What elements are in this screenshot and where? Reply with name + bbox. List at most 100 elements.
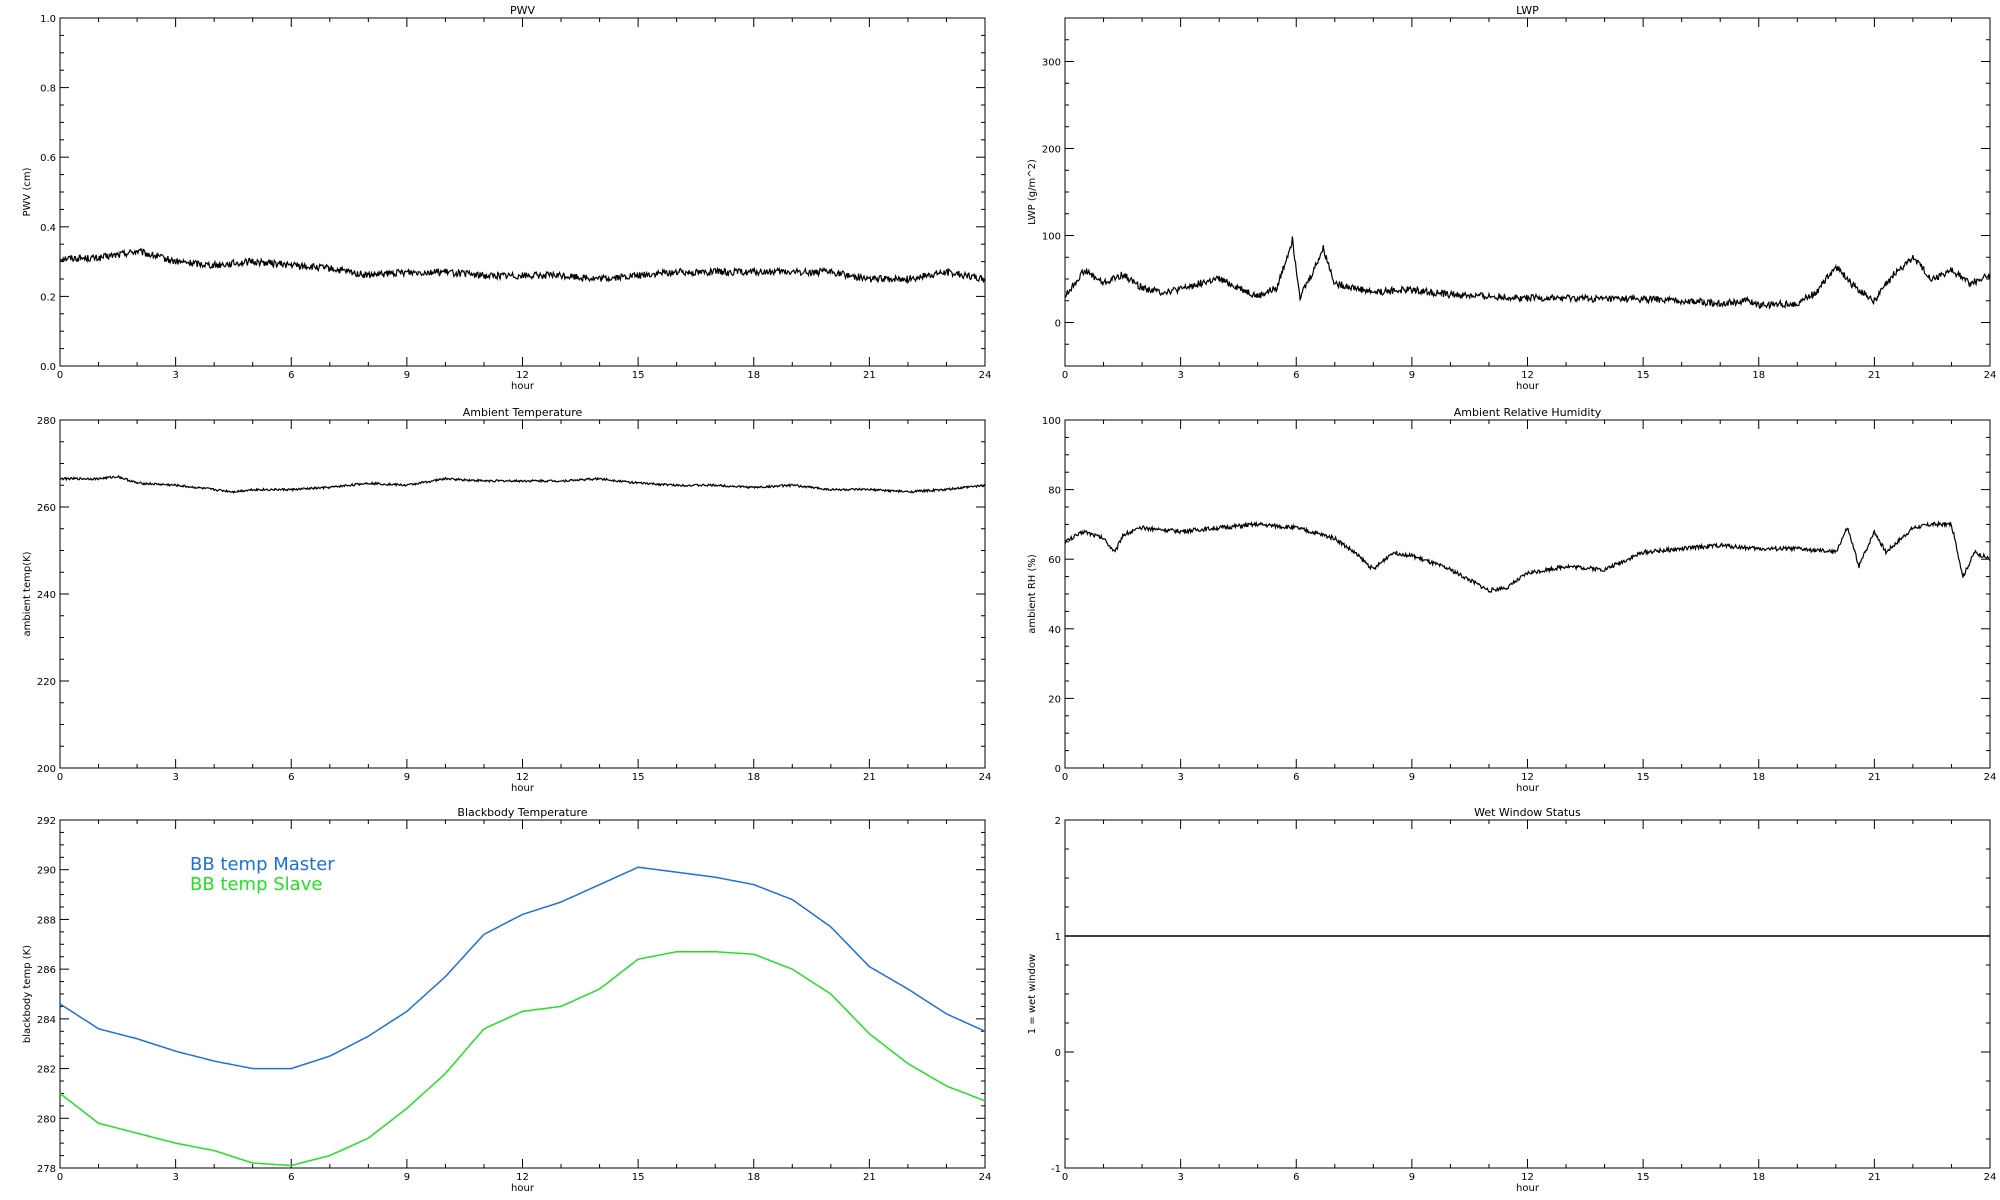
series-line-1	[59, 474, 986, 494]
x-tick-label: 9	[404, 370, 410, 381]
chart-panel-3: Ambient Temperature 0 3 6 9 12 15 18 21 24 hour 200…	[22, 406, 991, 794]
y-tick-label: -1	[1051, 1164, 1061, 1175]
x-tick-label: 9	[1409, 1172, 1415, 1183]
series-line-1	[59, 247, 986, 285]
y-tick-label: 240	[37, 590, 56, 601]
y-tick-label: 278	[37, 1164, 56, 1175]
y-tick-label: 284	[37, 1015, 56, 1026]
x-tick-label: 21	[863, 1172, 876, 1183]
series-line-1	[1064, 236, 1991, 310]
x-tick-label: 0	[57, 370, 63, 381]
x-tick-label: 6	[1293, 370, 1299, 381]
x-tick-label: 9	[404, 1172, 410, 1183]
x-tick-label: 3	[172, 772, 178, 783]
x-axis-label: hour	[1516, 381, 1540, 392]
y-tick-label: 0.6	[40, 153, 56, 164]
chart-title: Ambient Temperature	[463, 406, 583, 419]
x-tick-label: 15	[632, 772, 645, 783]
y-axis-label: LWP (g/m^2)	[1027, 159, 1038, 225]
x-tick-label: 0	[57, 1172, 63, 1183]
plot-frame	[1064, 419, 1991, 769]
legend-entry: BB temp Slave	[190, 874, 322, 895]
plot-frame	[59, 17, 986, 367]
y-tick-label: 100	[1042, 416, 1061, 427]
y-tick-label: 282	[37, 1065, 56, 1076]
x-tick-label: 0	[1062, 1172, 1068, 1183]
y-tick-label: 300	[1042, 58, 1061, 69]
x-tick-label: 12	[516, 370, 529, 381]
plot-frame	[59, 419, 986, 769]
y-tick-label: 1.0	[40, 14, 56, 25]
plot-frame	[1064, 819, 1991, 1169]
y-tick-label: 2	[1055, 816, 1061, 827]
x-axis-label: hour	[1516, 1183, 1540, 1194]
chart-title: Ambient Relative Humidity	[1454, 406, 1602, 419]
chart-title: Wet Window Status	[1474, 806, 1581, 819]
x-tick-label: 24	[1984, 1172, 1997, 1183]
series-line-2	[59, 950, 986, 1167]
chart-title: LWP	[1516, 4, 1539, 17]
y-tick-label: 220	[37, 677, 56, 688]
x-tick-label: 12	[1521, 370, 1534, 381]
y-tick-label: 1	[1055, 932, 1061, 943]
x-tick-label: 18	[1752, 1172, 1765, 1183]
y-tick-label: 0.4	[40, 223, 56, 234]
y-tick-label: 288	[37, 915, 56, 926]
x-tick-label: 3	[172, 1172, 178, 1183]
x-tick-label: 24	[979, 370, 992, 381]
x-tick-label: 24	[1984, 772, 1997, 783]
x-tick-label: 9	[1409, 772, 1415, 783]
x-tick-label: 21	[1868, 370, 1881, 381]
y-tick-label: 0.8	[40, 84, 56, 95]
x-tick-label: 15	[1637, 772, 1650, 783]
x-tick-label: 12	[516, 772, 529, 783]
x-tick-label: 6	[1293, 1172, 1299, 1183]
x-tick-label: 0	[1062, 772, 1068, 783]
x-tick-label: 6	[1293, 772, 1299, 783]
plot-frame	[1064, 17, 1991, 367]
y-axis-label: PWV (cm)	[22, 167, 33, 216]
chart-title: PWV	[510, 4, 536, 17]
y-tick-label: 80	[1048, 486, 1061, 497]
x-tick-label: 12	[1521, 1172, 1534, 1183]
legend-entry: BB temp Master	[190, 854, 335, 875]
x-tick-label: 15	[632, 370, 645, 381]
x-tick-label: 6	[288, 1172, 294, 1183]
x-tick-label: 18	[747, 772, 760, 783]
x-tick-label: 15	[1637, 370, 1650, 381]
y-tick-label: 0.2	[40, 292, 56, 303]
x-tick-label: 3	[172, 370, 178, 381]
chart-panel-1: PWV 0 3 6 9 12 15 18 21 24 hour 0.0 0.2 0.4 0.6 0.8 1.0 P…	[22, 4, 991, 392]
y-tick-label: 0.0	[40, 362, 56, 373]
x-tick-label: 24	[979, 1172, 992, 1183]
y-tick-label: 260	[37, 503, 56, 514]
x-tick-label: 18	[747, 1172, 760, 1183]
y-tick-label: 20	[1048, 694, 1061, 705]
x-tick-label: 6	[288, 772, 294, 783]
x-tick-label: 21	[863, 772, 876, 783]
series-line-1	[1064, 520, 1991, 593]
y-tick-label: 0	[1055, 764, 1061, 775]
x-tick-label: 3	[1177, 772, 1183, 783]
y-axis-label: ambient RH (%)	[1027, 554, 1038, 634]
chart-panel-4: Ambient Relative Humidity 0 3 6 9 12 15 18 21 24 h…	[1027, 406, 1996, 794]
x-tick-label: 18	[1752, 370, 1765, 381]
x-tick-label: 12	[1521, 772, 1534, 783]
x-tick-label: 15	[1637, 1172, 1650, 1183]
x-tick-label: 6	[288, 370, 294, 381]
chart-panel-5: Blackbody Temperature 0 3 6 9 12 15 18 21 24 hour 2…	[22, 806, 991, 1194]
x-tick-label: 24	[979, 772, 992, 783]
y-tick-label: 286	[37, 965, 56, 976]
x-axis-label: hour	[1516, 783, 1540, 794]
x-axis-label: hour	[511, 381, 535, 392]
x-axis-label: hour	[511, 783, 535, 794]
x-tick-label: 0	[57, 772, 63, 783]
x-tick-label: 15	[632, 1172, 645, 1183]
y-tick-label: 280	[37, 416, 56, 427]
x-tick-label: 21	[863, 370, 876, 381]
series-line-1	[59, 866, 986, 1070]
y-tick-label: 280	[37, 1114, 56, 1125]
x-tick-label: 3	[1177, 1172, 1183, 1183]
